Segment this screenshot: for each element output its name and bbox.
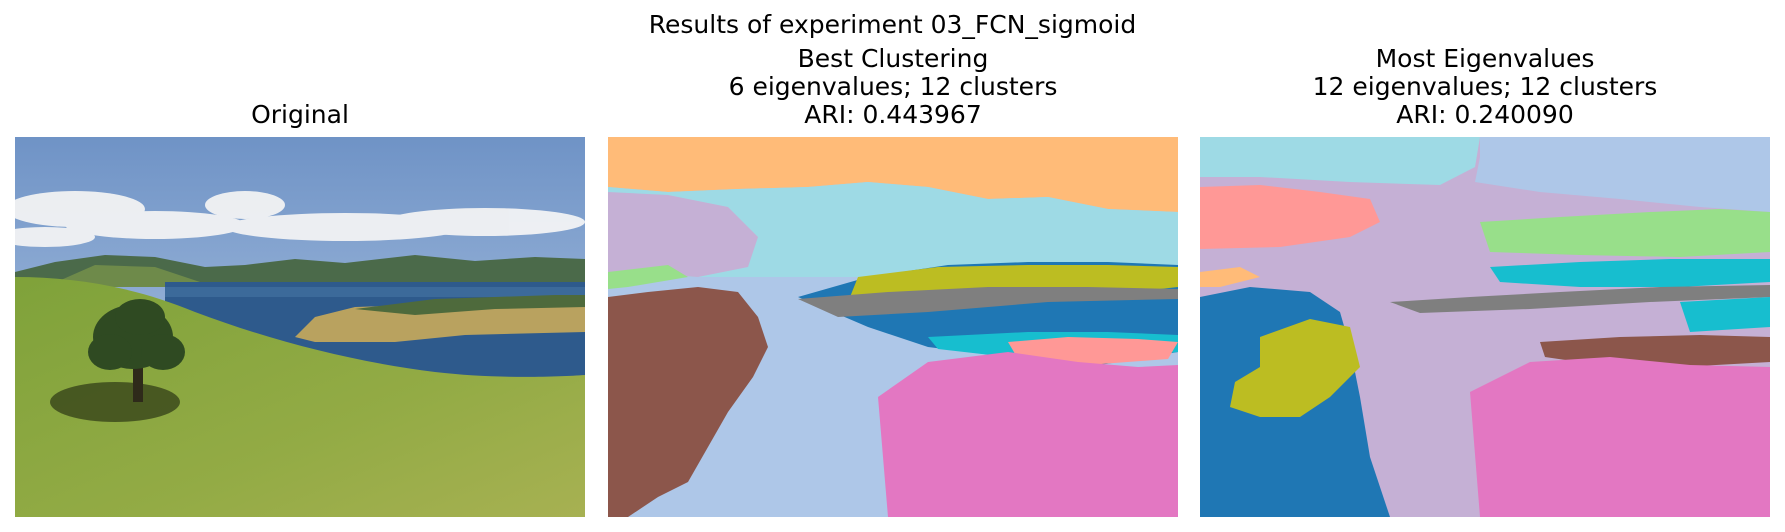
panel-most-eigenvalues: Most Eigenvalues 12 eigenvalues; 12 clus… <box>1200 0 1770 532</box>
panel-title-line: Best Clustering <box>797 44 989 73</box>
panel-title-line: ARI: 0.240090 <box>1396 100 1574 129</box>
panel-title-most-eigenvalues: Most Eigenvalues 12 eigenvalues; 12 clus… <box>1200 45 1770 129</box>
panel-title-line: 12 eigenvalues; 12 clusters <box>1312 72 1658 101</box>
panel-title-best-clustering: Best Clustering 6 eigenvalues; 12 cluste… <box>608 45 1178 129</box>
panel-title-line: 6 eigenvalues; 12 clusters <box>728 72 1058 101</box>
best-clustering-segmentation-map <box>608 137 1178 517</box>
panel-title-line: ARI: 0.443967 <box>804 100 982 129</box>
panel-best-clustering: Best Clustering 6 eigenvalues; 12 cluste… <box>608 0 1178 532</box>
panel-original: Original <box>15 0 585 532</box>
panel-title-line: Original <box>251 100 349 129</box>
most-eigenvalues-segmentation-map <box>1200 137 1770 517</box>
panel-title-original: Original <box>15 101 585 129</box>
original-image <box>15 137 585 517</box>
panel-title-line: Most Eigenvalues <box>1375 44 1595 73</box>
figure-suptitle: Results of experiment 03_FCN_sigmoid <box>648 10 1137 39</box>
